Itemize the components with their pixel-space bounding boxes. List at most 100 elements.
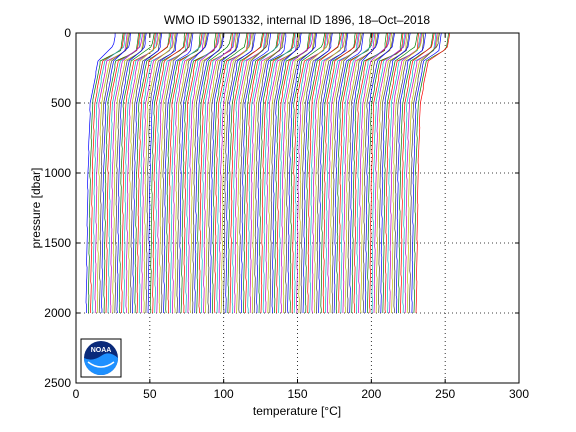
profile-line	[378, 33, 409, 314]
profile-line	[96, 33, 129, 314]
profile-line	[127, 33, 160, 314]
profile-line	[262, 33, 297, 314]
profile-line	[353, 33, 389, 314]
profile-line	[243, 33, 279, 314]
profile-line	[340, 33, 375, 314]
profile-line	[324, 33, 359, 314]
x-tick-label: 100	[214, 387, 234, 401]
profile-line	[198, 33, 233, 314]
profile-line	[227, 33, 263, 314]
profile-line	[234, 33, 268, 314]
x-tick-label: 150	[287, 387, 307, 401]
profile-line	[362, 33, 394, 314]
noaa-logo: NOAA	[80, 338, 122, 378]
y-tick-label: 1500	[44, 236, 71, 250]
profile-line	[203, 33, 236, 314]
profile-line	[369, 33, 404, 314]
profile-line	[326, 33, 360, 314]
axis-ticks: 0 50 100 150 200 250 300 0 500 1000 1500 2000 2500	[44, 26, 529, 401]
profile-line	[218, 33, 252, 314]
profile-line	[112, 33, 145, 314]
profile-line	[183, 33, 218, 314]
profile-line	[110, 33, 143, 314]
profile-line	[143, 33, 176, 314]
x-tick-label: 300	[509, 387, 529, 401]
profile-line	[171, 33, 205, 314]
profile-line	[118, 33, 155, 314]
profile-line	[404, 33, 438, 314]
profile-line	[123, 33, 157, 314]
profile-line	[347, 33, 379, 314]
profile-line	[415, 33, 451, 314]
profile-line	[371, 33, 406, 314]
profile-line	[320, 33, 356, 314]
profile-line	[311, 33, 345, 314]
profile-line	[364, 33, 395, 314]
profile-line	[158, 33, 191, 314]
profile-line	[271, 33, 302, 314]
profile-line	[145, 33, 177, 314]
y-axis-label: pressure [dbar]	[29, 168, 43, 249]
profile-line	[384, 33, 420, 314]
profile-line	[318, 33, 349, 314]
profile-line	[98, 33, 130, 314]
profile-line	[313, 33, 346, 314]
x-axis-label-end: ]	[338, 404, 341, 418]
profile-line	[240, 33, 272, 314]
profile-line	[380, 33, 411, 314]
logo-wave	[84, 353, 118, 375]
profile-line	[408, 33, 440, 314]
profile-line	[94, 33, 128, 314]
x-axis-label: temperature [°C]	[253, 404, 341, 418]
y-tick-label: 2000	[44, 306, 71, 320]
x-tick-label: 200	[361, 387, 381, 401]
logo-text: NOAA	[91, 347, 112, 354]
x-tick-label: 50	[143, 387, 157, 401]
profile-line	[236, 33, 269, 314]
profile-line	[398, 33, 434, 314]
profile-line	[192, 33, 224, 314]
profile-line	[304, 33, 341, 314]
logo-wave-line	[87, 361, 115, 368]
profile-line	[174, 33, 206, 314]
y-tick-label: 2500	[44, 376, 71, 390]
profile-line	[389, 33, 423, 314]
profile-line	[161, 33, 193, 314]
profile-line	[382, 33, 418, 314]
profile-line	[149, 33, 186, 314]
profile-line	[134, 33, 170, 314]
profile-line	[245, 33, 280, 314]
profile-line	[189, 33, 222, 314]
profile-line	[214, 33, 249, 314]
profile-line	[395, 33, 427, 314]
profile-line	[333, 33, 364, 314]
profile-line	[309, 33, 344, 314]
x-tick-label: 0	[73, 387, 80, 401]
profile-line	[216, 33, 251, 314]
profile-line	[402, 33, 436, 314]
profile-line	[92, 33, 126, 314]
profile-line	[205, 33, 238, 314]
profile-line	[276, 33, 311, 314]
profile-line	[316, 33, 348, 314]
profile-line	[298, 33, 331, 314]
profile-line	[282, 33, 315, 314]
profile-line	[136, 33, 172, 314]
profile-line	[373, 33, 407, 314]
profile-line	[178, 33, 209, 314]
profile-line	[249, 33, 283, 314]
profile-line	[207, 33, 239, 314]
profile-line	[256, 33, 287, 314]
profile-line	[116, 33, 147, 314]
profile-line	[366, 33, 403, 314]
profile-line	[185, 33, 220, 314]
y-tick-label: 500	[51, 96, 71, 110]
profile-lines	[85, 33, 451, 314]
profile-line	[342, 33, 376, 314]
profile-line	[338, 33, 374, 314]
profile-line	[269, 33, 301, 314]
profile-line	[400, 33, 435, 314]
profile-line	[88, 33, 124, 314]
profile-line	[391, 33, 424, 314]
y-tick-label: 0	[64, 26, 71, 40]
